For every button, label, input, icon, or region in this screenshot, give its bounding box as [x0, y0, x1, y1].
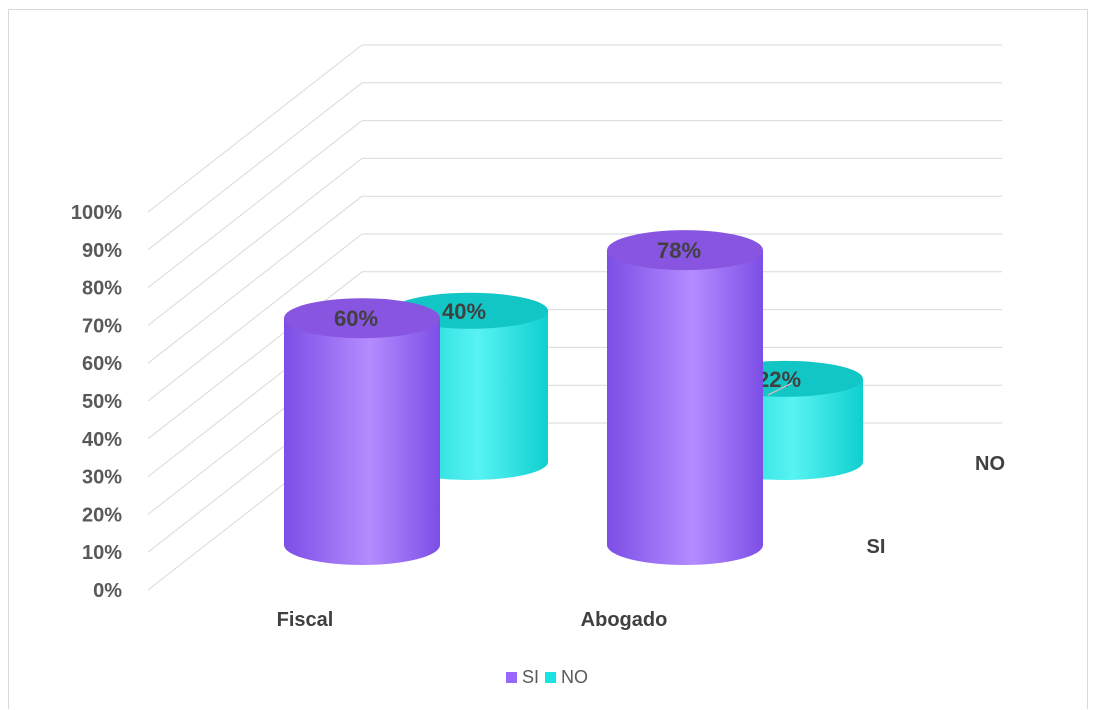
bar-top-si-fiscal [284, 298, 440, 339]
y-tick-label: 10% [82, 542, 122, 564]
data-label-leader-line [767, 382, 793, 396]
y-tick-label: 40% [82, 429, 122, 451]
y-tick-label: 100% [71, 202, 122, 224]
legend: SI NO [0, 667, 1094, 688]
data-label-no-abogado: 22% [757, 367, 801, 392]
sidewall-gridline-7 [147, 158, 363, 326]
data-label-si-abogado: 78% [657, 238, 701, 263]
legend-item-si: SI [505, 667, 539, 688]
legend-item-no: NO [545, 667, 588, 688]
y-tick-label: 80% [82, 278, 122, 300]
depth-axis-label: SI [867, 536, 886, 558]
bar-si-fiscal [284, 318, 440, 565]
sidewall-gridline-4 [147, 271, 363, 440]
legend-label: SI [521, 667, 539, 687]
data-label-si-fiscal: 60% [334, 306, 378, 331]
sidewall-gridline-5 [147, 233, 363, 402]
bar-top-si-abogado [607, 230, 763, 271]
y-tick-label: 30% [82, 467, 122, 489]
bar-si-abogado [607, 250, 763, 565]
y-tick-label: 90% [82, 240, 122, 262]
y-tick-label: 50% [82, 391, 122, 413]
y-tick-label: 20% [82, 504, 122, 526]
sidewall-gridline-6 [147, 195, 363, 364]
depth-axis-label: NO [975, 453, 1005, 475]
category-label: Fiscal [277, 609, 334, 631]
legend-swatch [505, 672, 517, 683]
y-tick-label: 70% [82, 315, 122, 337]
data-label-no-fiscal: 40% [442, 299, 486, 324]
chart-frame [8, 9, 1088, 709]
sidewall-gridline-8 [147, 120, 363, 288]
y-tick-label: 0% [93, 580, 122, 602]
legend-label: NO [561, 667, 588, 687]
category-label: Abogado [581, 609, 668, 631]
legend-swatch [545, 672, 556, 683]
y-tick-label: 60% [82, 353, 122, 375]
sidewall-gridline-9 [147, 82, 363, 251]
sidewall-gridline-10 [147, 44, 363, 213]
